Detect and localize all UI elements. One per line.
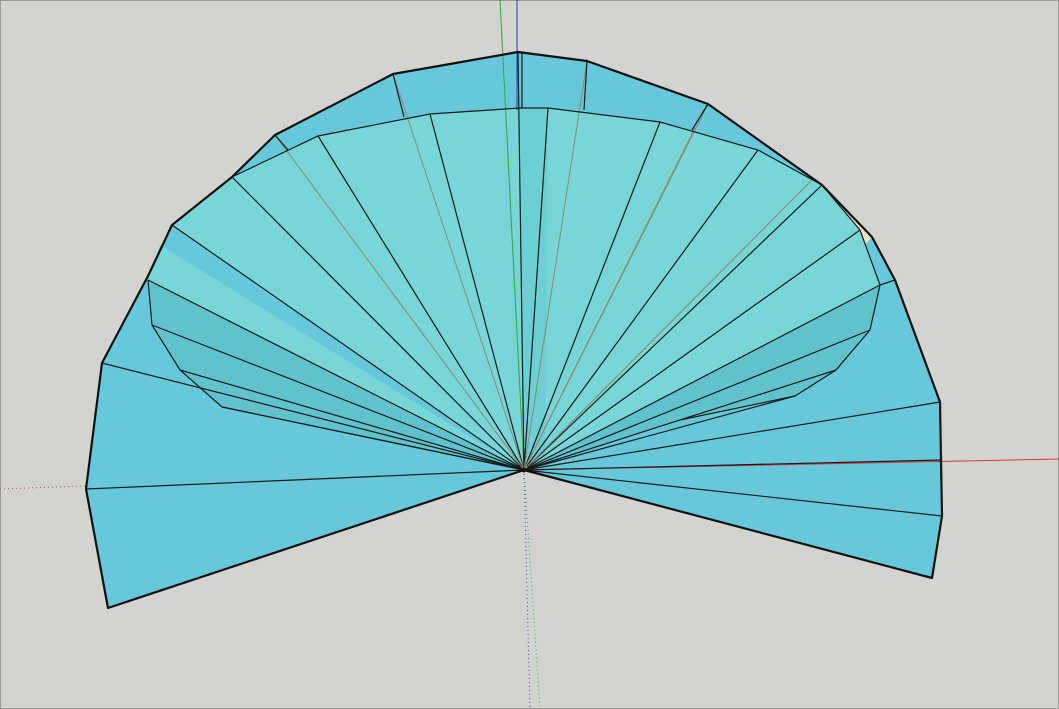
rim-edge: [392, 73, 405, 118]
inner-rim: [171, 107, 881, 421]
hidden-edges: [274, 60, 813, 471]
fan-edges: [85, 51, 943, 517]
rim-edge: [879, 279, 896, 286]
rim-edge: [583, 60, 588, 111]
inner-rim: [147, 279, 525, 471]
outer-outline: [84, 50, 944, 610]
rim-edge: [691, 103, 709, 131]
inner-shade: [520, 108, 548, 470]
green-axis: [499, 0, 525, 471]
rim-edge: [274, 134, 289, 151]
origin-point: [521, 467, 527, 473]
